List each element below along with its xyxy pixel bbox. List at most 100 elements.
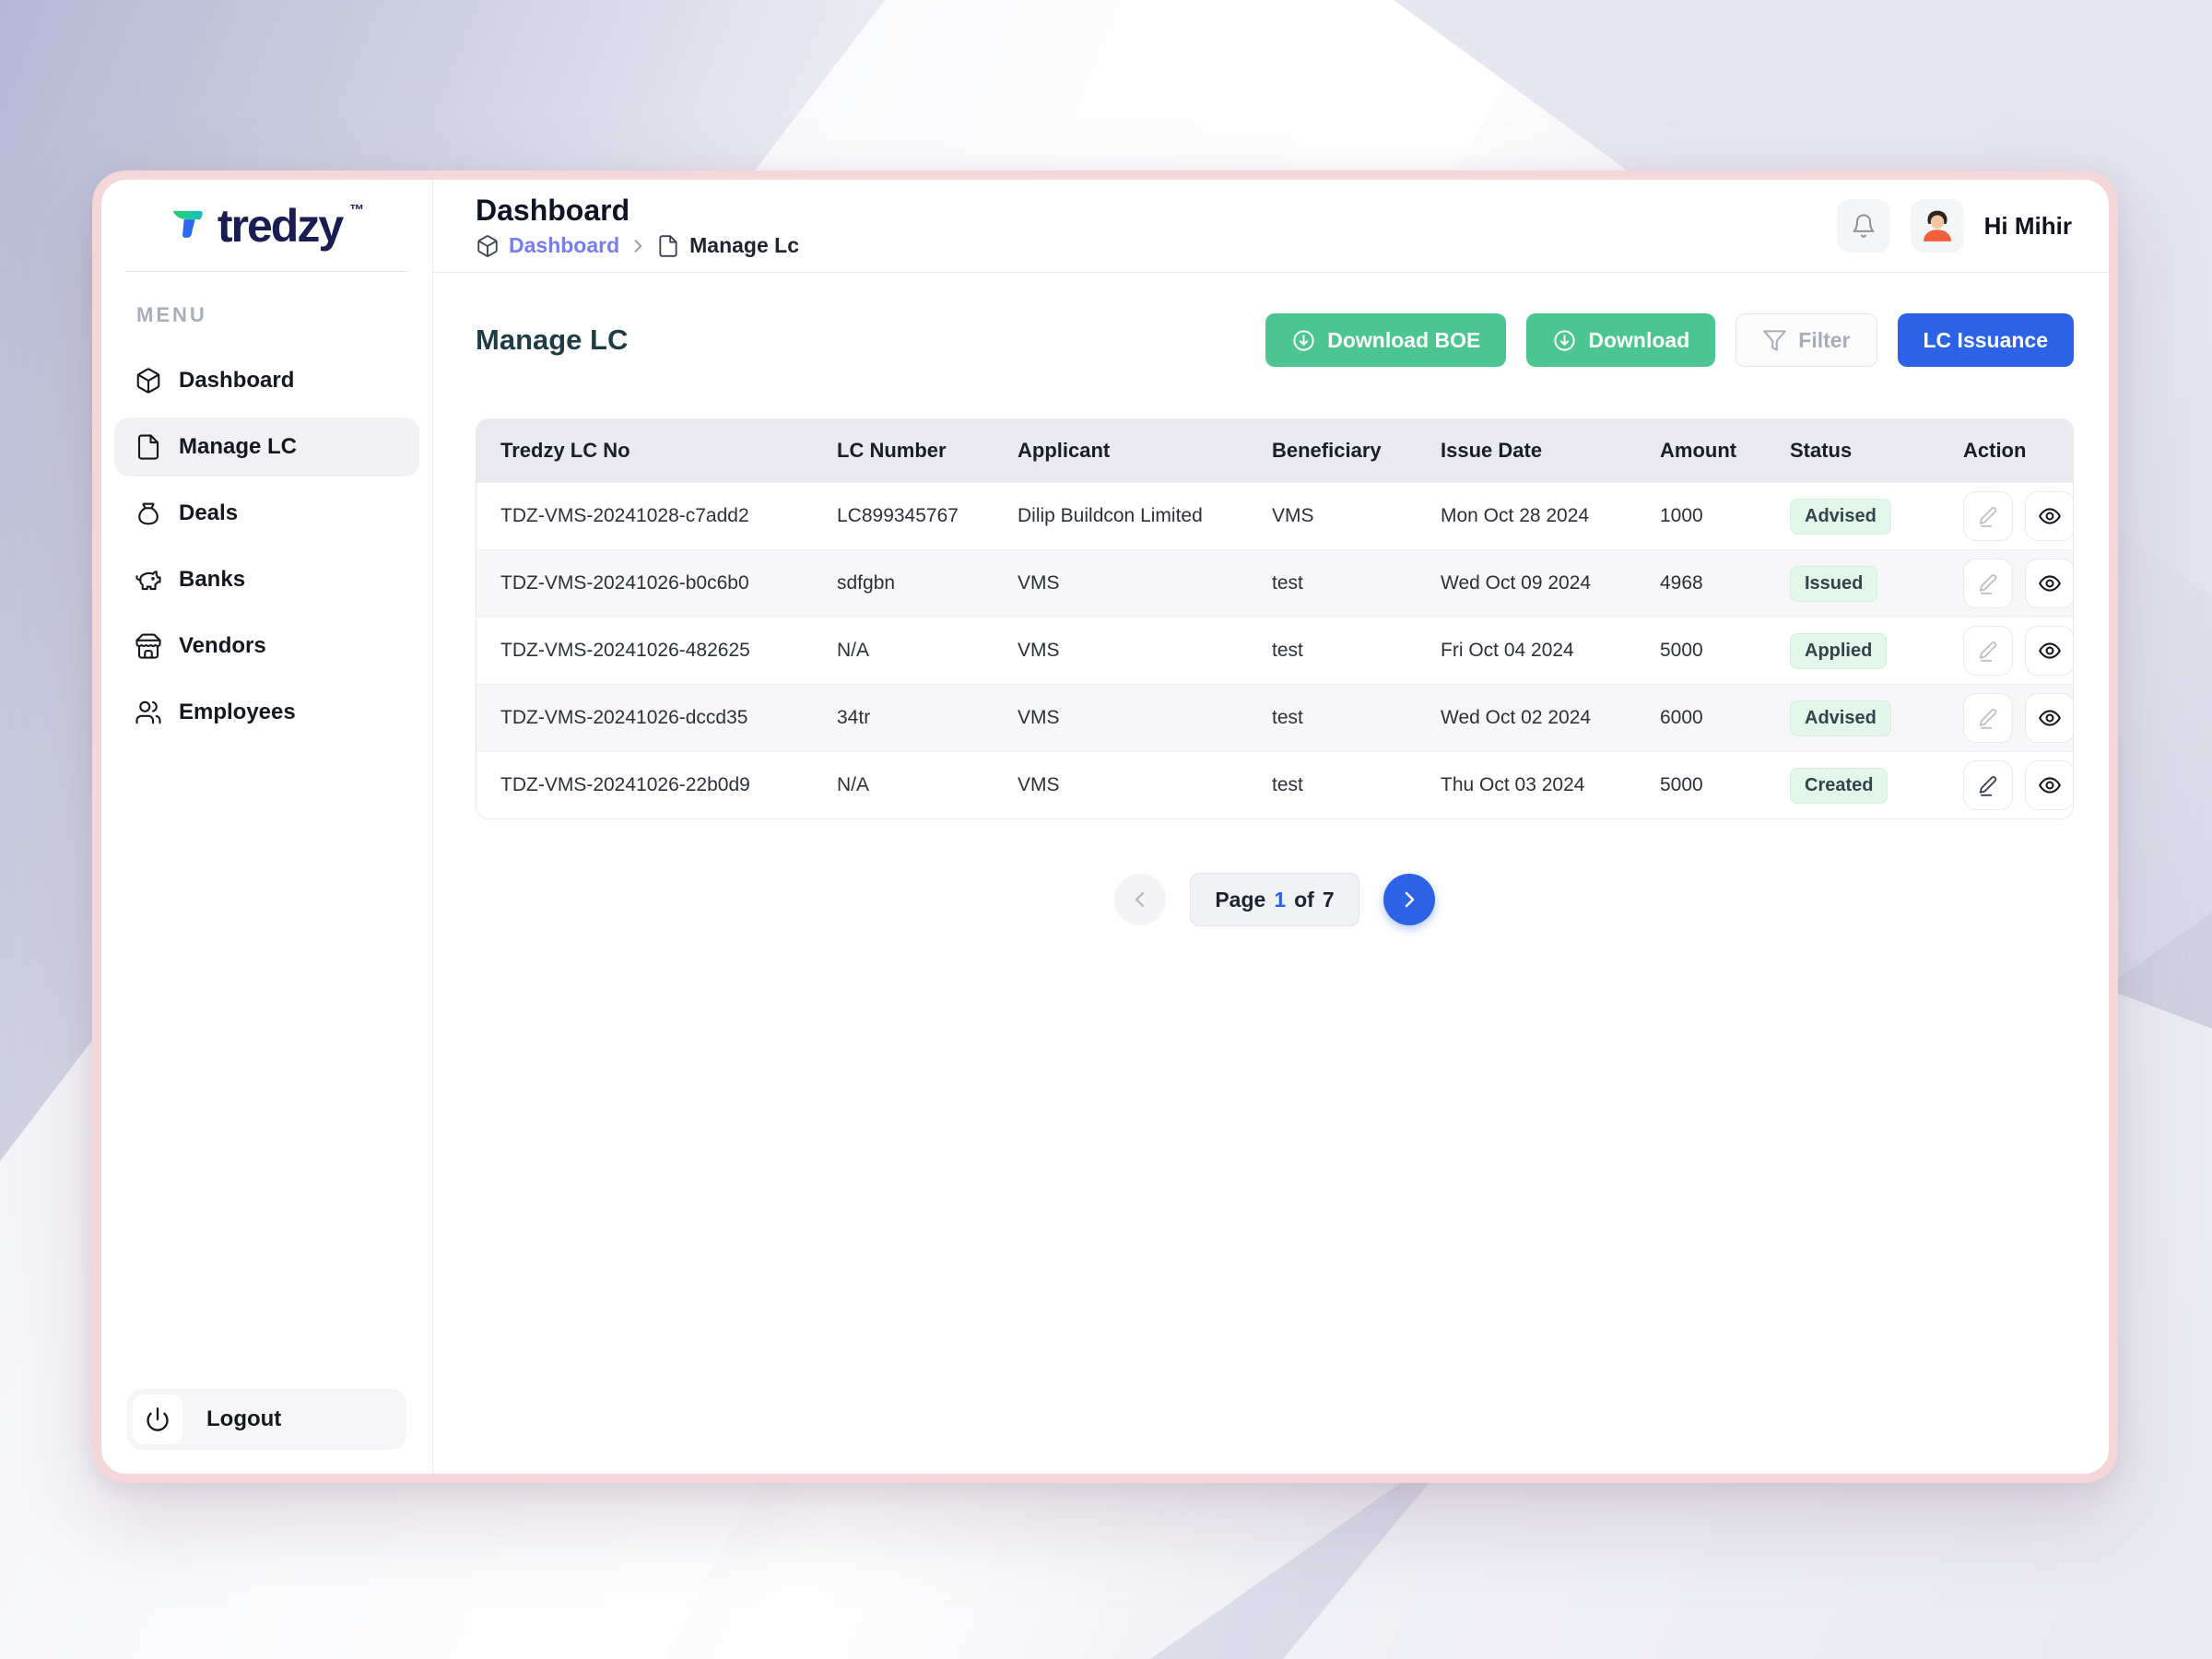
pagination: Page 1 of 7: [476, 873, 2074, 926]
view-button[interactable]: [2025, 693, 2074, 743]
cell-amount: 4968: [1660, 572, 1790, 594]
download-label: Download: [1588, 328, 1689, 353]
sidebar-item-label: Dashboard: [179, 368, 294, 394]
pencil-icon: [1976, 773, 2000, 797]
brand-tm: ™: [349, 203, 364, 219]
download-button[interactable]: Download: [1526, 313, 1715, 367]
user-avatar[interactable]: [1911, 199, 1964, 253]
sidebar-item-label: Employees: [179, 700, 296, 725]
status-badge: Advised: [1790, 499, 1891, 535]
eye-icon: [2038, 571, 2062, 595]
store-icon: [135, 632, 162, 660]
status-badge: Applied: [1790, 633, 1887, 669]
edit-button[interactable]: [1963, 760, 2013, 810]
brand-logo[interactable]: tredzy ™: [125, 180, 408, 272]
table-row: TDZ-VMS-20241026-dccd3534trVMStestWed Oc…: [477, 684, 2073, 751]
brand-name: tredzy: [218, 199, 342, 253]
eye-icon: [2038, 504, 2062, 528]
edit-button[interactable]: [1963, 491, 2013, 541]
pencil-icon: [1976, 706, 2000, 730]
toolbar: Manage LC Download BOE Downl: [476, 313, 2074, 367]
cloud-download-icon: [1552, 328, 1577, 353]
cell-status: Issued: [1790, 566, 1963, 602]
cell-issue-date: Fri Oct 04 2024: [1441, 640, 1660, 662]
money-bag-icon: [135, 500, 162, 527]
app-card: tredzy ™ MENU Dashboard Manage LC Deals Bank…: [101, 180, 2109, 1474]
table-header-row: Tredzy LC NoLC NumberApplicantBeneficiar…: [477, 419, 2073, 482]
cell-beneficiary: test: [1272, 640, 1441, 662]
sidebar: tredzy ™ MENU Dashboard Manage LC Deals Bank…: [101, 180, 433, 1474]
cell-issue-date: Wed Oct 09 2024: [1441, 572, 1660, 594]
sidebar-item-dashboard[interactable]: Dashboard: [114, 351, 419, 410]
view-button[interactable]: [2025, 559, 2074, 608]
cell-issue-date: Thu Oct 03 2024: [1441, 774, 1660, 796]
page-title: Dashboard: [476, 194, 799, 228]
content: Manage LC Download BOE Downl: [433, 273, 2109, 1474]
cell-action: [1963, 491, 2074, 541]
edit-button[interactable]: [1963, 626, 2013, 676]
table-body: TDZ-VMS-20241028-c7add2LC899345767Dilip …: [477, 482, 2073, 818]
sidebar-menu: Dashboard Manage LC Deals Banks Vendors Emplo…: [114, 351, 419, 742]
edit-button[interactable]: [1963, 559, 2013, 608]
cell-applicant: VMS: [1018, 640, 1272, 662]
app-frame: tredzy ™ MENU Dashboard Manage LC Deals Bank…: [92, 171, 2118, 1483]
funnel-icon: [1762, 328, 1787, 353]
sidebar-item-deals[interactable]: Deals: [114, 484, 419, 543]
view-button[interactable]: [2025, 760, 2074, 810]
status-badge: Issued: [1790, 566, 1877, 602]
sidebar-item-vendors[interactable]: Vendors: [114, 617, 419, 676]
logout-button[interactable]: Logout: [127, 1389, 406, 1450]
sidebar-item-label: Deals: [179, 500, 238, 526]
filter-button[interactable]: Filter: [1735, 313, 1877, 367]
cell-amount: 5000: [1660, 774, 1790, 796]
next-page-button[interactable]: [1383, 874, 1435, 925]
filter-label: Filter: [1798, 328, 1850, 353]
cell-action: [1963, 626, 2074, 676]
notifications-button[interactable]: [1837, 199, 1890, 253]
view-button[interactable]: [2025, 626, 2074, 676]
cell-tredzy-lc-no: TDZ-VMS-20241026-482625: [500, 640, 837, 662]
view-button[interactable]: [2025, 491, 2074, 541]
file-icon: [656, 234, 680, 258]
chevron-right-icon: [629, 237, 647, 255]
lc-issuance-button[interactable]: LC Issuance: [1898, 313, 2075, 367]
sidebar-item-banks[interactable]: Banks: [114, 550, 419, 609]
cell-beneficiary: test: [1272, 572, 1441, 594]
page-of-label: of: [1294, 888, 1314, 912]
lc-table: Tredzy LC NoLC NumberApplicantBeneficiar…: [476, 418, 2074, 819]
menu-section-label: MENU: [136, 303, 432, 327]
pencil-icon: [1976, 571, 2000, 595]
breadcrumb-link-dashboard[interactable]: Dashboard: [509, 233, 619, 258]
edit-button[interactable]: [1963, 693, 2013, 743]
cell-beneficiary: test: [1272, 774, 1441, 796]
table-row: TDZ-VMS-20241026-482625N/AVMStestFri Oct…: [477, 617, 2073, 684]
power-icon: [133, 1394, 182, 1444]
sidebar-item-employees[interactable]: Employees: [114, 683, 419, 742]
logout-label: Logout: [206, 1406, 281, 1432]
download-boe-button[interactable]: Download BOE: [1265, 313, 1506, 367]
users-icon: [135, 699, 162, 726]
cell-status: Advised: [1790, 499, 1963, 535]
previous-page-button[interactable]: [1114, 874, 1166, 925]
file-icon: [135, 433, 162, 461]
page-label: Page: [1215, 888, 1265, 912]
sidebar-item-manage-lc[interactable]: Manage LC: [114, 418, 419, 477]
cell-lc-number: sdfgbn: [837, 572, 1018, 594]
cell-lc-number: LC899345767: [837, 505, 1018, 527]
cell-applicant: Dilip Buildcon Limited: [1018, 505, 1272, 527]
tredzy-logo-icon: [170, 205, 212, 247]
cell-applicant: VMS: [1018, 572, 1272, 594]
download-boe-label: Download BOE: [1327, 328, 1480, 353]
sidebar-item-label: Banks: [179, 567, 245, 593]
status-badge: Created: [1790, 768, 1888, 804]
column-header-applicant: Applicant: [1018, 439, 1272, 463]
cell-issue-date: Mon Oct 28 2024: [1441, 505, 1660, 527]
cloud-download-icon: [1291, 328, 1316, 353]
cell-status: Created: [1790, 768, 1963, 804]
table-row: TDZ-VMS-20241026-b0c6b0sdfgbnVMStestWed …: [477, 549, 2073, 617]
table-row: TDZ-VMS-20241026-22b0d9N/AVMStestThu Oct…: [477, 751, 2073, 818]
cell-action: [1963, 693, 2074, 743]
table-row: TDZ-VMS-20241028-c7add2LC899345767Dilip …: [477, 482, 2073, 549]
column-header-tredzy-lc-no: Tredzy LC No: [500, 439, 837, 463]
piggy-bank-icon: [135, 566, 162, 594]
